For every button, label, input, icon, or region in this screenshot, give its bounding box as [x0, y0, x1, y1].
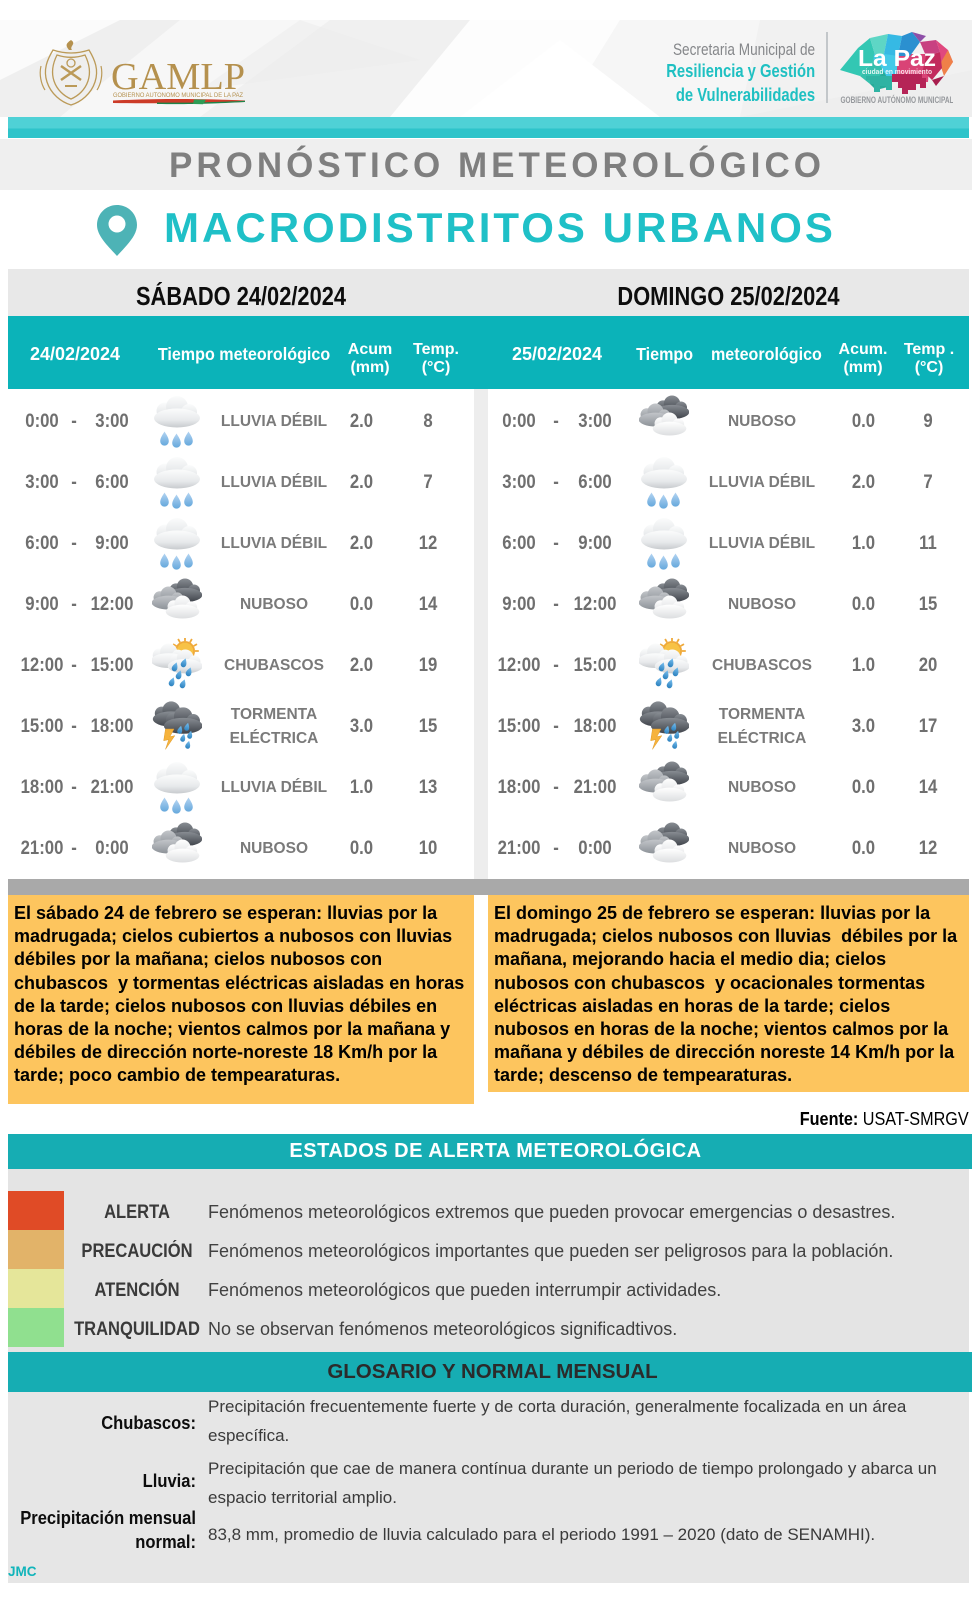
svg-text:ciudad en movimiento: ciudad en movimiento — [862, 67, 932, 76]
svg-text:La Paz: La Paz — [858, 45, 936, 71]
svg-text:GAMLP: GAMLP — [111, 56, 245, 98]
svg-text:GOBIERNO AUTÓNOMO MUNICIPAL: GOBIERNO AUTÓNOMO MUNICIPAL — [841, 94, 954, 104]
svg-text:GOBIERNO AUTONOMO MUNICIPAL DE: GOBIERNO AUTONOMO MUNICIPAL DE LA PAZ — [113, 92, 243, 99]
